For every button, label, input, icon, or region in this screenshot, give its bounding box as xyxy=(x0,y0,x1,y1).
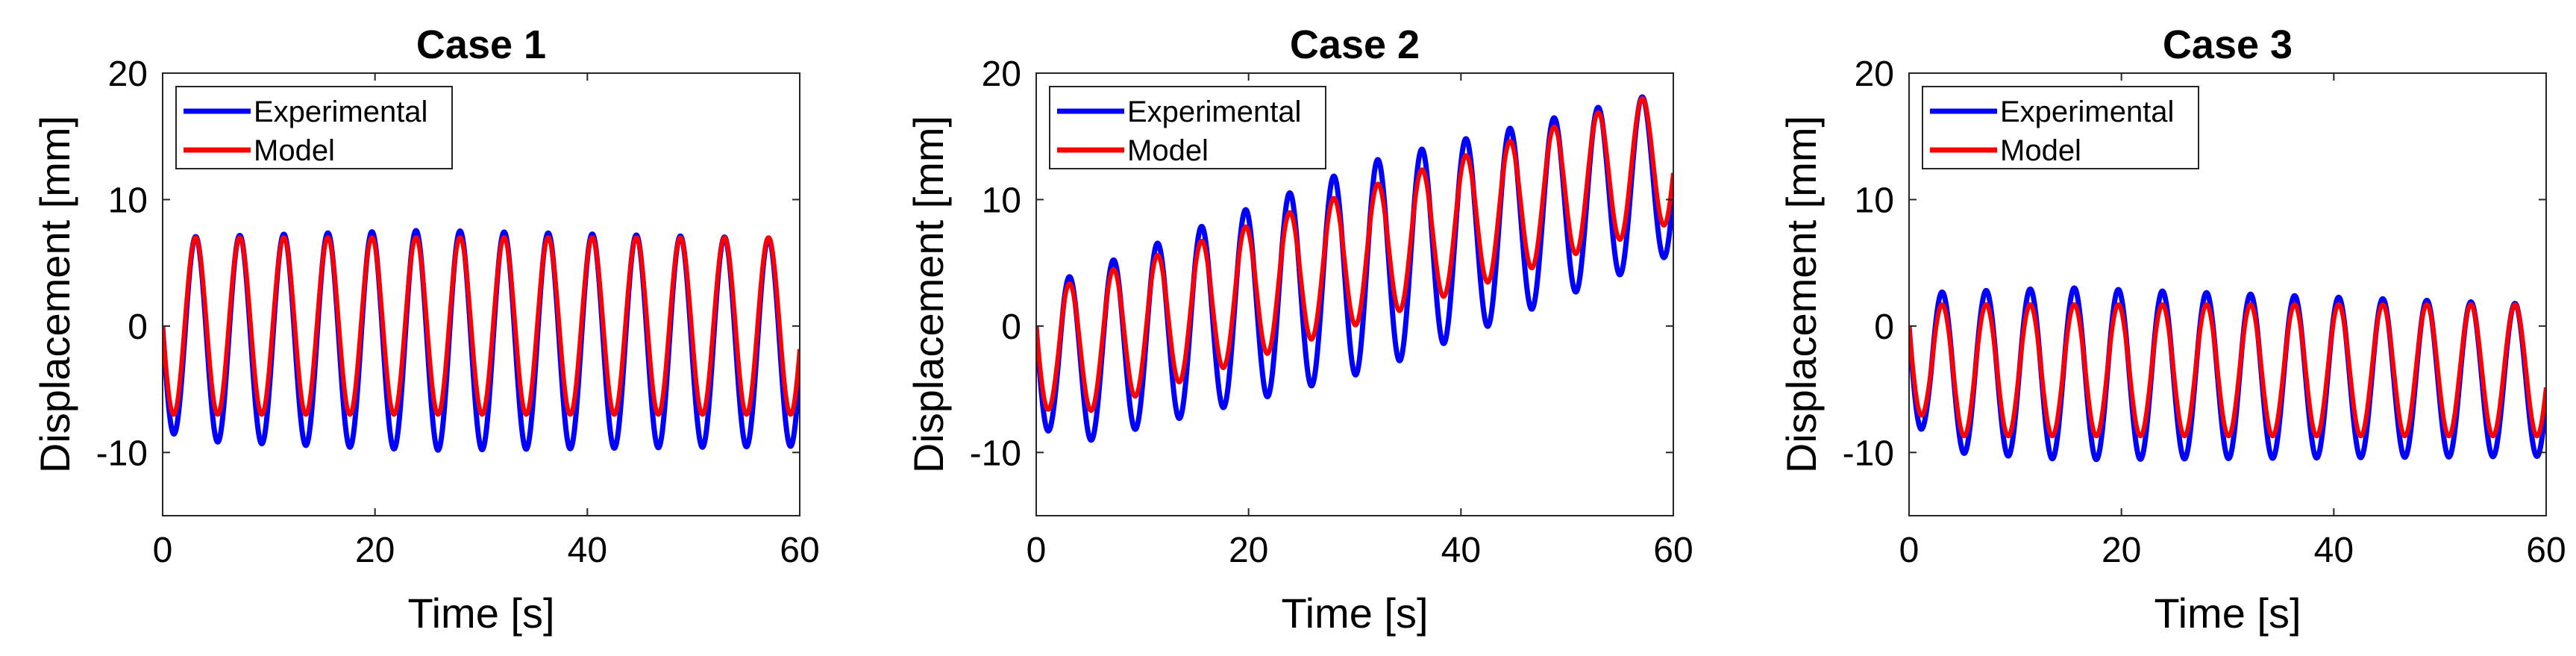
y-tick-label: 0 xyxy=(128,307,148,347)
y-tick-label: 20 xyxy=(1855,54,1894,94)
x-tick-label: 20 xyxy=(355,531,395,570)
legend-label-model: Model xyxy=(254,134,335,167)
y-tick-label: -10 xyxy=(1843,434,1894,473)
legend-box xyxy=(175,86,453,169)
legend: Experimental Model xyxy=(1922,86,2199,169)
y-tick-label: 0 xyxy=(1874,307,1894,347)
y-axis-label: Displacement [mm] xyxy=(1778,116,1825,473)
x-tick-label: 40 xyxy=(1441,531,1481,570)
x-tick-label: 60 xyxy=(780,531,819,570)
chart-title: Case 1 xyxy=(416,22,546,67)
chart-panel-1: 0 20 40 60 -10 0 10 20 Case 1 Time [s] Displacemen… xyxy=(31,22,820,637)
legend-label-experimental: Experimental xyxy=(2000,96,2174,128)
chart-panel-2: 0 20 40 60 -10 0 10 20 Case 2 Time [s] Displacemen… xyxy=(905,22,1693,637)
y-tick-label: 20 xyxy=(982,54,1021,94)
y-tick-label: -10 xyxy=(96,434,148,473)
chart-panel-3: 0 20 40 60 -10 0 10 20 Case 3 Time [s] Displacemen… xyxy=(1778,22,2566,637)
x-tick-label: 0 xyxy=(153,531,173,570)
y-tick-label: 10 xyxy=(982,181,1021,220)
legend-box xyxy=(1922,86,2199,169)
chart-title: Case 2 xyxy=(1290,22,1420,67)
x-tick-label: 60 xyxy=(2526,531,2566,570)
axes-box xyxy=(162,72,800,516)
x-tick-label: 0 xyxy=(1899,531,1920,570)
chart-title: Case 3 xyxy=(2163,22,2293,67)
series-line-model xyxy=(1036,96,1673,413)
y-axis-label: Displacement [mm] xyxy=(905,116,952,473)
x-tick-label: 20 xyxy=(1229,531,1268,570)
legend: Experimental Model xyxy=(175,86,453,169)
y-tick-label: 20 xyxy=(108,54,148,94)
y-tick-label: -10 xyxy=(970,434,1021,473)
legend-box xyxy=(1049,86,1326,169)
series-line-experimental xyxy=(1036,94,1673,443)
x-axis-label: Time [s] xyxy=(1281,590,1428,637)
y-tick-label: 10 xyxy=(108,181,148,220)
legend-label-experimental: Experimental xyxy=(254,96,427,128)
x-tick-label: 60 xyxy=(1653,531,1693,570)
legend-label-experimental: Experimental xyxy=(1127,96,1301,128)
x-tick-label: 20 xyxy=(2102,531,2141,570)
series-line-model xyxy=(163,235,800,417)
x-tick-label: 40 xyxy=(2314,531,2354,570)
axes-box xyxy=(1035,72,1674,516)
series-line-model xyxy=(1909,302,2546,439)
x-axis-label: Time [s] xyxy=(407,590,554,637)
x-tick-label: 40 xyxy=(568,531,607,570)
y-tick-label: 0 xyxy=(1001,307,1021,347)
y-tick-label: 10 xyxy=(1855,181,1894,220)
axes-box xyxy=(1908,72,2547,516)
x-tick-label: 0 xyxy=(1027,531,1047,570)
y-axis-label: Displacement [mm] xyxy=(31,116,78,473)
legend: Experimental Model xyxy=(1049,86,1326,169)
x-axis-label: Time [s] xyxy=(2154,590,2301,637)
legend-label-model: Model xyxy=(1127,134,1209,167)
legend-label-model: Model xyxy=(2000,134,2081,167)
